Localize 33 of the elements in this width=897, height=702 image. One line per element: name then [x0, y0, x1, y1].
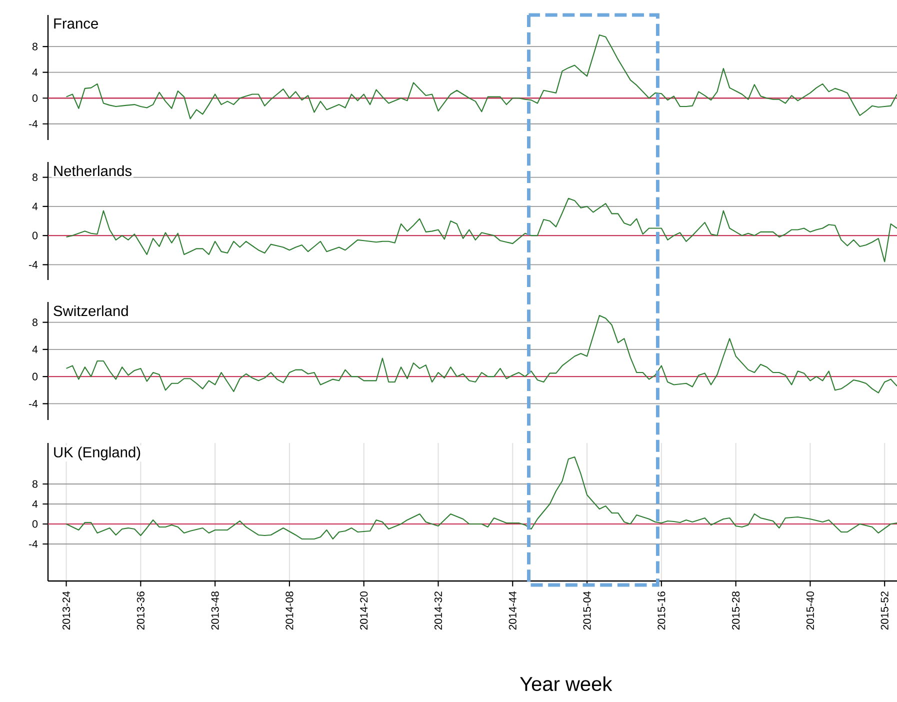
- y-tick-label: -4: [28, 120, 38, 128]
- y-tick-label: -4: [28, 261, 38, 268]
- x-tick-label: 2014-44: [508, 591, 516, 630]
- x-tick-label: 2014-08: [286, 592, 294, 630]
- chart-title: France: [54, 18, 98, 29]
- y-tick-label: 4: [32, 68, 38, 76]
- chart-title: Netherlands: [54, 165, 132, 176]
- y-tick-label: -4: [28, 540, 38, 548]
- x-tick-label: 2015-04: [583, 591, 591, 630]
- x-tick-label: 2014-20: [360, 591, 368, 630]
- x-tick-label: 2015-16: [658, 592, 666, 630]
- x-tick-label: 2013-24: [62, 591, 70, 630]
- y-tick-label: 8: [32, 318, 38, 326]
- chart-title: UK (England): [54, 446, 140, 460]
- x-tick-label: 2015-52: [880, 592, 888, 630]
- x-tick-label: 2014-32: [434, 592, 442, 630]
- x-tick-label: 2013-48: [211, 592, 219, 630]
- y-tick-label: 0: [32, 372, 38, 380]
- y-tick-label: 4: [32, 500, 38, 508]
- x-tick-label: 2015-28: [732, 592, 740, 630]
- x-tick-label: 2015-40: [806, 591, 814, 630]
- y-tick-label: 4: [32, 202, 38, 210]
- x-axis-title: Year week: [520, 676, 612, 692]
- y-tick-label: -4: [28, 400, 38, 408]
- x-tick-label: 2013-36: [136, 592, 144, 630]
- y-tick-label: 0: [32, 94, 38, 102]
- y-tick-label: 8: [32, 174, 38, 182]
- y-tick-label: 8: [32, 480, 38, 488]
- chart-title: Switzerland: [54, 305, 128, 316]
- y-tick-label: 8: [32, 42, 38, 50]
- y-tick-label: 0: [32, 520, 38, 528]
- y-tick-label: 0: [32, 232, 38, 240]
- y-tick-label: 4: [32, 346, 38, 354]
